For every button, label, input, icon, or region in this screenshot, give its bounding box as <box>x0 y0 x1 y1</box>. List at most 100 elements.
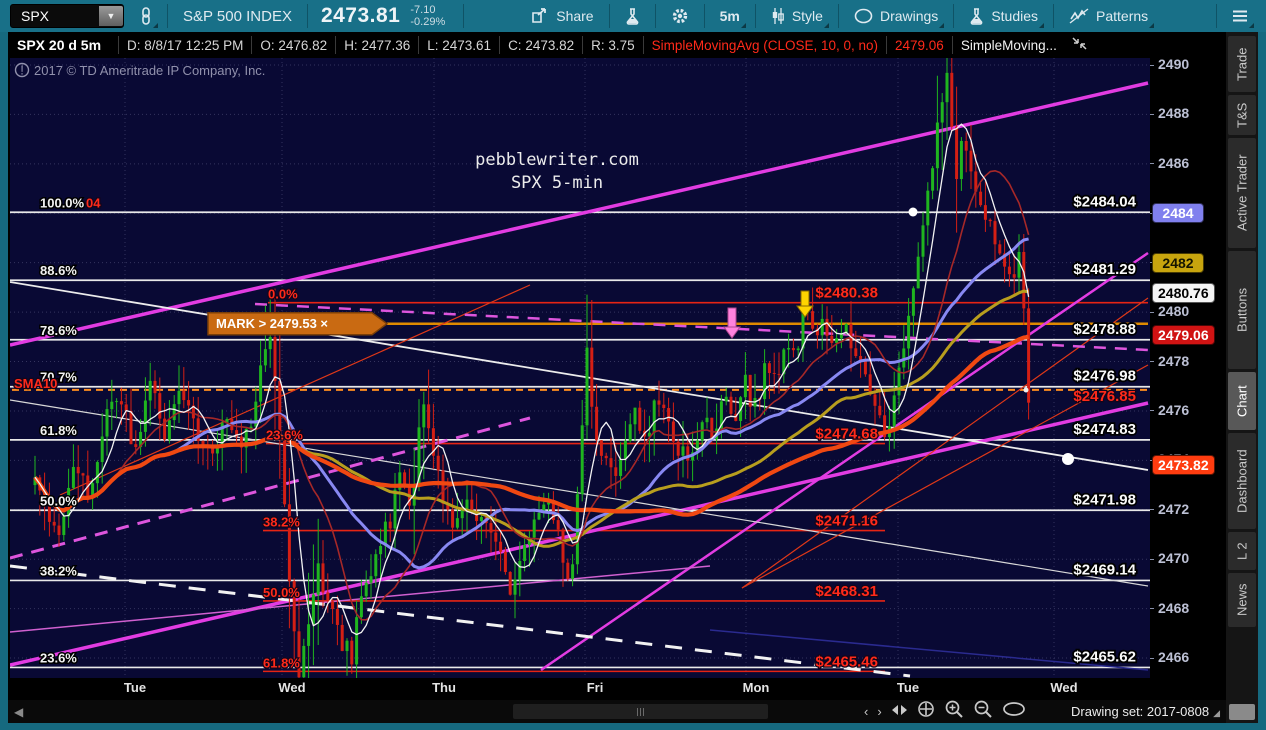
sidebar-tab-dashboard[interactable]: Dashboard <box>1228 433 1256 529</box>
divider <box>251 36 253 54</box>
svg-text:38.2%: 38.2% <box>40 563 77 578</box>
corner-triangle-icon: ◢ <box>1213 708 1220 718</box>
time-axis-label: Tue <box>896 680 920 695</box>
change-value: -7.10 <box>410 4 436 16</box>
symbol-dropdown-arrow[interactable]: ▼ <box>99 6 123 26</box>
price-axis-label: 2466 <box>1158 649 1190 666</box>
patterns-button[interactable]: Patterns <box>1061 1 1156 31</box>
price-axis-label: 2478 <box>1158 352 1190 369</box>
expand-horizontal-icon[interactable] <box>891 703 908 721</box>
drawings-button[interactable]: Drawings <box>846 1 946 31</box>
sidebar-tab-chart[interactable]: Chart <box>1228 372 1256 430</box>
svg-text:$2465.62: $2465.62 <box>1073 648 1136 665</box>
svg-text:SPX 5-min: SPX 5-min <box>511 173 603 193</box>
instrument-description: S&P 500 INDEX <box>183 7 292 25</box>
study-next-label[interactable]: SimpleMoving... <box>960 37 1057 53</box>
scrollbar-thumb[interactable] <box>513 704 768 719</box>
scroll-left-arrow[interactable]: ◀ <box>14 704 24 719</box>
svg-text:$2468.31: $2468.31 <box>815 583 878 600</box>
price-axis[interactable]: 2490248824862484248224802478247624742472… <box>1150 56 1226 678</box>
divider <box>886 36 888 54</box>
sidebar-tab-buttons[interactable]: Buttons <box>1228 251 1256 369</box>
sidebar-tab-news[interactable]: News <box>1228 573 1256 627</box>
sidebar-tab-l-2[interactable]: L 2 <box>1228 532 1256 570</box>
time-axis-label: Tue <box>123 680 147 695</box>
style-button[interactable]: Style <box>763 1 831 31</box>
symbol-selector[interactable]: SPX ▼ <box>10 4 124 28</box>
marquee-zoom-icon[interactable] <box>1002 701 1026 722</box>
link-tool-button[interactable] <box>132 1 160 31</box>
svg-text:$2481.29: $2481.29 <box>1073 261 1136 278</box>
svg-text:78.6%: 78.6% <box>40 323 77 338</box>
axis-tick-mark <box>1150 64 1154 66</box>
settings-gear-button[interactable] <box>663 1 697 31</box>
step-back-icon[interactable]: ‹ <box>864 704 869 719</box>
pan-icon[interactable] <box>917 700 935 723</box>
svg-text:38.2%: 38.2% <box>263 515 300 530</box>
svg-text:MARK > 2479.53 ×: MARK > 2479.53 × <box>216 316 328 331</box>
share-icon <box>531 8 549 24</box>
svg-text:61.8%: 61.8% <box>263 655 300 670</box>
timeframe-button[interactable]: 5m <box>712 1 748 31</box>
chart-panel: pebblewriter.com SPX 5-min! 2017 © TD Amer… <box>8 56 1226 724</box>
axis-tick-mark <box>1150 163 1154 165</box>
svg-text:$2476.85: $2476.85 <box>1073 388 1136 405</box>
ohlc-info-bar: SPX 20 d 5m D: 8/8/17 12:25 PM O: 2476.82… <box>8 32 1258 58</box>
axis-tick-mark <box>1150 410 1154 412</box>
sidebar-tab-trade[interactable]: Trade <box>1228 36 1256 92</box>
svg-text:!: ! <box>20 63 24 78</box>
svg-text:$2469.14: $2469.14 <box>1073 561 1136 578</box>
time-axis-label: Wed <box>278 680 306 695</box>
drawing-set-selector[interactable]: Drawing set: 2017-0808 ◢ <box>1071 704 1220 719</box>
studies-flask-icon <box>969 7 984 25</box>
svg-text:61.8%: 61.8% <box>40 423 77 438</box>
time-axis-label: Mon <box>742 680 770 695</box>
divider <box>499 36 501 54</box>
share-button[interactable]: Share <box>523 1 601 31</box>
patterns-icon <box>1069 8 1089 24</box>
time-axis[interactable]: Tue Wed Thu Fri Mon Tue Wed <box>8 678 1226 700</box>
step-forward-icon[interactable]: › <box>877 704 882 719</box>
gear-icon <box>671 7 689 25</box>
divider <box>642 36 644 54</box>
sidebar-tab-t-s[interactable]: T&S <box>1228 95 1256 135</box>
svg-text:$2484.04: $2484.04 <box>1073 193 1136 210</box>
svg-text:100.0%: 100.0% <box>40 195 85 210</box>
svg-text:88.6%: 88.6% <box>40 263 77 278</box>
time-axis-label: Fri <box>586 680 604 695</box>
sidebar-scroll-corner[interactable] <box>1229 704 1255 720</box>
divider <box>953 4 955 28</box>
divider <box>608 4 610 28</box>
price-bubble-2473.82: 2473.82 <box>1152 454 1215 475</box>
flask-icon <box>625 7 640 25</box>
price-chart[interactable]: pebblewriter.com SPX 5-min! 2017 © TD Amer… <box>10 58 1150 678</box>
svg-text:23.6%: 23.6% <box>40 650 77 665</box>
svg-text:0.0%: 0.0% <box>268 287 298 302</box>
svg-text:2017 © TD Ameritrade IP Compan: 2017 © TD Ameritrade IP Company, Inc. <box>34 63 265 78</box>
ohlc-field: O: 2476.82 <box>260 37 328 53</box>
price-bubble-2482: 2482 <box>1152 252 1204 273</box>
analyze-flask-button[interactable] <box>617 1 648 31</box>
top-toolbar: SPX ▼ S&P 500 INDEX 2473.81 -7.10 -0.29%… <box>0 0 1266 32</box>
svg-text:SMA10: SMA10 <box>14 376 57 391</box>
study-label[interactable]: SimpleMovingAvg (CLOSE, 10, 0, no) <box>651 37 879 53</box>
svg-text:$2471.16: $2471.16 <box>815 513 878 530</box>
chart-menu-button[interactable] <box>1224 1 1256 31</box>
divider <box>1053 4 1055 28</box>
price-axis-label: 2488 <box>1158 105 1190 122</box>
sidebar-tab-active-trader[interactable]: Active Trader <box>1228 138 1256 248</box>
chart-plot-area[interactable]: pebblewriter.com SPX 5-min! 2017 © TD Amer… <box>10 58 1150 678</box>
right-sidebar: Trade T&S Active Trader Buttons Chart Dashboa… <box>1226 32 1258 723</box>
svg-text:$2474.68: $2474.68 <box>815 426 878 443</box>
price-bubble-2479.06: 2479.06 <box>1152 325 1215 346</box>
studies-button[interactable]: Studies <box>961 1 1046 31</box>
axis-tick-mark <box>1150 558 1154 560</box>
axis-tick-mark <box>1150 509 1154 511</box>
price-axis-label: 2476 <box>1158 401 1190 418</box>
price-change: -7.10 -0.29% <box>406 4 445 28</box>
zoom-out-icon[interactable] <box>973 699 993 724</box>
collapse-panel-icon[interactable] <box>1071 36 1088 54</box>
price-axis-label: 2486 <box>1158 154 1190 171</box>
zoom-in-icon[interactable] <box>944 699 964 724</box>
divider <box>167 4 168 28</box>
